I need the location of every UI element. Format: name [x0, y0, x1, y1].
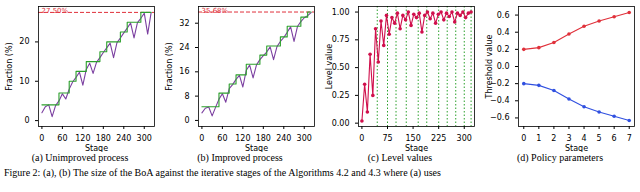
svg-text:−0.6: −0.6: [490, 113, 509, 122]
svg-text:180: 180: [256, 134, 271, 143]
svg-text:Stage: Stage: [565, 144, 588, 153]
svg-text:180: 180: [96, 134, 111, 143]
svg-text:300: 300: [297, 134, 312, 143]
svg-text:0: 0: [359, 134, 364, 143]
svg-text:24: 24: [179, 43, 189, 52]
svg-text:0: 0: [521, 134, 526, 143]
svg-text:60: 60: [57, 134, 67, 143]
svg-text:4: 4: [581, 134, 586, 143]
svg-text:120: 120: [235, 134, 250, 143]
svg-text:75: 75: [382, 134, 392, 143]
svg-text:0: 0: [24, 116, 29, 125]
svg-text:0: 0: [39, 134, 44, 143]
svg-text:Fraction (%): Fraction (%): [165, 42, 174, 90]
svg-text:20: 20: [19, 37, 29, 46]
svg-text:0: 0: [184, 116, 189, 125]
svg-text:−0.4: −0.4: [490, 96, 510, 106]
html-text:Figure 2: (a), (b) The size of: Figure 2: (a), (b) The size of the BoA a…: [4, 167, 441, 178]
svg-text:32: 32: [179, 19, 189, 28]
svg-text:225: 225: [431, 134, 446, 143]
svg-text:0.25: 0.25: [332, 91, 350, 100]
svg-text:Stage: Stage: [405, 144, 428, 153]
svg-text:10: 10: [19, 77, 29, 86]
svg-text:16: 16: [179, 67, 189, 76]
svg-text:0.50: 0.50: [332, 63, 350, 72]
svg-text:5: 5: [597, 134, 602, 143]
svg-text:300: 300: [457, 134, 472, 143]
svg-text:27.50%: 27.50%: [42, 7, 69, 15]
svg-text:8: 8: [184, 92, 189, 101]
html-text:(d) Policy parameters: (d) Policy parameters: [517, 152, 603, 163]
svg-text:1.00: 1.00: [332, 8, 350, 17]
svg-text:120: 120: [75, 134, 90, 143]
svg-text:Fraction (%): Fraction (%): [5, 42, 14, 90]
svg-text:0.75: 0.75: [332, 35, 350, 44]
svg-text:7: 7: [627, 134, 632, 143]
svg-text:3: 3: [566, 134, 571, 143]
svg-text:150: 150: [405, 134, 420, 143]
svg-text:0.0: 0.0: [497, 62, 510, 71]
svg-text:Level value: Level value: [325, 44, 334, 90]
svg-text:Threshold value: Threshold value: [485, 35, 494, 100]
svg-text:0.2: 0.2: [497, 45, 510, 54]
svg-text:0.4: 0.4: [497, 28, 510, 37]
svg-text:0.00: 0.00: [332, 119, 350, 128]
html-text:(a) Unimproved process: (a) Unimproved process: [31, 152, 129, 163]
svg-text:Stage: Stage: [85, 144, 108, 153]
svg-text:0.6: 0.6: [497, 11, 510, 20]
svg-text:300: 300: [137, 134, 152, 143]
svg-text:6: 6: [612, 134, 617, 143]
svg-text:2: 2: [551, 134, 556, 143]
svg-text:35.68%: 35.68%: [202, 7, 229, 15]
html-text:(c) Level values: (c) Level values: [367, 152, 433, 163]
svg-text:Stage: Stage: [245, 144, 268, 153]
svg-text:240: 240: [116, 134, 131, 143]
svg-text:60: 60: [217, 134, 227, 143]
svg-text:1: 1: [536, 134, 541, 143]
html-text:(b) Improved process: (b) Improved process: [197, 152, 283, 163]
svg-text:−0.2: −0.2: [490, 79, 510, 89]
svg-text:0: 0: [199, 134, 204, 143]
svg-text:240: 240: [276, 134, 291, 143]
